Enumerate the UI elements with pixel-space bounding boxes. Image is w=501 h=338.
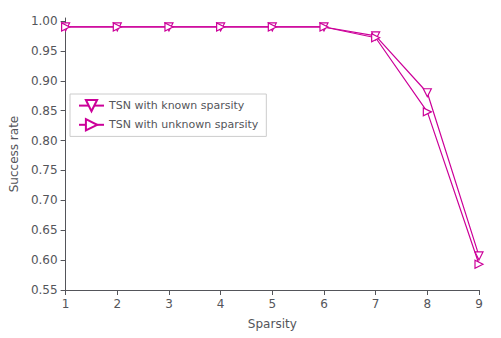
svg-text:0.60: 0.60 <box>31 253 58 267</box>
svg-text:TSN with unknown sparsity: TSN with unknown sparsity <box>108 118 259 131</box>
svg-text:0.75: 0.75 <box>31 163 58 177</box>
svg-text:Sparsity: Sparsity <box>248 317 297 331</box>
svg-text:7: 7 <box>372 297 380 311</box>
svg-text:TSN with known sparsity: TSN with known sparsity <box>108 99 245 112</box>
svg-text:0.90: 0.90 <box>31 74 58 88</box>
svg-text:8: 8 <box>424 297 432 311</box>
svg-text:0.65: 0.65 <box>31 223 58 237</box>
svg-text:1.00: 1.00 <box>31 14 58 28</box>
svg-text:0.95: 0.95 <box>31 44 58 58</box>
svg-text:9: 9 <box>475 297 483 311</box>
svg-text:6: 6 <box>320 297 328 311</box>
svg-text:4: 4 <box>217 297 225 311</box>
svg-text:2: 2 <box>113 297 121 311</box>
svg-text:0.85: 0.85 <box>31 104 58 118</box>
svg-text:0.70: 0.70 <box>31 193 58 207</box>
svg-text:Success rate: Success rate <box>7 116 21 193</box>
svg-text:3: 3 <box>165 297 173 311</box>
svg-text:1: 1 <box>62 297 70 311</box>
svg-text:5: 5 <box>268 297 276 311</box>
svg-text:0.80: 0.80 <box>31 134 58 148</box>
svg-text:0.55: 0.55 <box>31 283 58 297</box>
